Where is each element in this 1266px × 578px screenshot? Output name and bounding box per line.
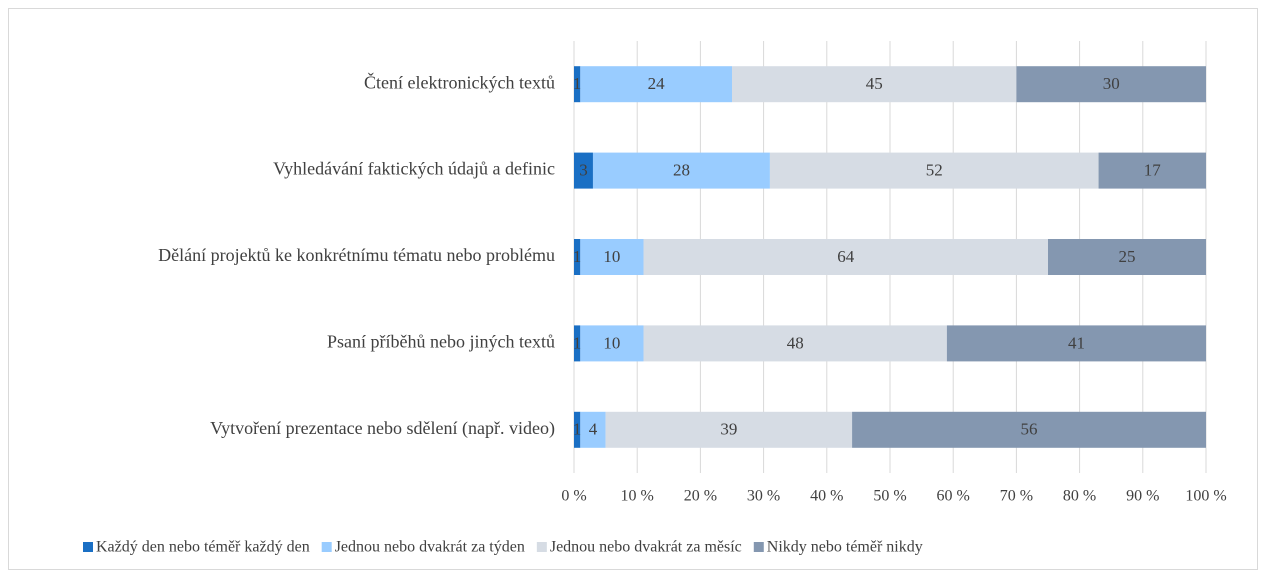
x-tick-label: 100 %: [1185, 488, 1226, 505]
bar-segment: [1098, 152, 1206, 189]
bar-segment: [643, 325, 947, 362]
value-label: 25: [1119, 247, 1136, 266]
legend-label: Nikdy nebo téměř nikdy: [767, 539, 923, 556]
bar-segment: [574, 239, 581, 275]
x-tick-label: 10 %: [621, 488, 654, 505]
category-label: Psaní příběhů nebo jiných textů: [327, 332, 555, 352]
value-label: 30: [1103, 74, 1120, 93]
bar-segment: [605, 411, 853, 448]
value-label: 1: [573, 74, 582, 93]
bar-segment: [580, 411, 606, 448]
value-label: 10: [603, 247, 620, 266]
bar-segment: [580, 325, 644, 362]
bar-segment: [574, 325, 581, 362]
value-label: 10: [603, 333, 620, 352]
x-tick-label: 50 %: [873, 488, 906, 505]
legend-label: Jednou nebo dvakrát za týden: [335, 539, 525, 556]
bar-segment: [1016, 66, 1206, 103]
value-label: 52: [926, 161, 943, 180]
value-label: 64: [837, 247, 855, 266]
value-label: 4: [589, 420, 598, 439]
bar-segment: [574, 66, 581, 103]
category-label: Čtení elektronických textů: [364, 71, 555, 92]
value-label: 28: [673, 161, 690, 180]
value-label: 17: [1144, 161, 1162, 180]
value-label: 48: [787, 333, 804, 352]
x-tick-label: 20 %: [684, 488, 717, 505]
legend-swatch: [753, 542, 764, 552]
bar-segment: [1048, 239, 1206, 275]
value-label: 1: [573, 333, 582, 352]
value-label: 24: [648, 74, 666, 93]
bar-segment: [769, 152, 1099, 189]
bar-segment: [852, 411, 1206, 448]
bar-segment: [574, 152, 593, 189]
value-label: 39: [720, 420, 737, 439]
bar-segment: [580, 66, 732, 103]
bar-segment: [643, 239, 1048, 275]
value-label: 1: [573, 247, 582, 266]
legend-swatch: [321, 542, 332, 552]
value-label: 41: [1068, 333, 1085, 352]
category-label: Vyhledávání faktických údajů a definic: [273, 159, 555, 179]
legend-swatch: [536, 542, 547, 552]
value-label: 45: [866, 74, 883, 93]
value-label: 56: [1021, 420, 1038, 439]
legend-label: Každý den nebo téměř každý den: [96, 539, 310, 556]
x-tick-label: 70 %: [1000, 488, 1033, 505]
category-label: Vytvoření prezentace nebo sdělení (např.…: [210, 418, 555, 439]
bar-segment: [580, 239, 644, 275]
x-tick-label: 30 %: [747, 488, 780, 505]
bar-segment: [946, 325, 1206, 362]
bar-segment: [574, 411, 581, 448]
legend-label: Jednou nebo dvakrát za měsíc: [550, 539, 742, 556]
value-label: 1: [573, 420, 582, 439]
bar-segment: [592, 152, 770, 189]
x-tick-label: 40 %: [810, 488, 843, 505]
category-label: Dělání projektů ke konkrétnímu tématu ne…: [158, 245, 555, 265]
x-tick-label: 60 %: [937, 488, 970, 505]
x-tick-label: 0 %: [561, 488, 586, 505]
x-tick-label: 90 %: [1126, 488, 1159, 505]
bar-segment: [732, 66, 1017, 103]
value-label: 3: [579, 161, 588, 180]
legend-swatch: [83, 542, 93, 552]
x-tick-label: 80 %: [1063, 488, 1096, 505]
